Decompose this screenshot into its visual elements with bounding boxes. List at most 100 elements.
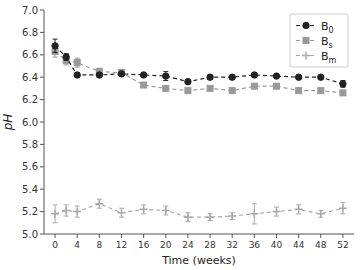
y-tick (40, 77, 44, 78)
error-bar (163, 86, 168, 90)
x-tick (342, 234, 343, 238)
y-tick-label: 6.2 (22, 94, 38, 105)
y-tick-label: 5.8 (22, 139, 38, 150)
y-tick-label: 7.0 (22, 5, 38, 16)
point (229, 88, 235, 94)
y-axis-label: pH (1, 114, 15, 132)
point (185, 78, 191, 84)
error-bar (75, 73, 80, 77)
point (62, 206, 70, 214)
x-tick-label: 12 (116, 240, 127, 250)
legend-label-main: B (321, 35, 329, 48)
legend-label-sub: s (329, 41, 333, 50)
x-tick-label: 16 (138, 240, 150, 250)
y-tick (40, 122, 44, 123)
x-axis (44, 234, 354, 235)
point (163, 73, 169, 79)
y-tick (40, 166, 44, 167)
error-bar (208, 86, 213, 90)
x-tick (143, 234, 144, 238)
x-tick (232, 234, 233, 238)
y-tick (40, 144, 44, 145)
y-tick-label: 6.4 (22, 72, 38, 83)
error-bar (141, 83, 146, 87)
x-tick-label: 48 (315, 240, 327, 250)
x-tick-label: 28 (204, 240, 216, 250)
point (207, 74, 213, 80)
series (51, 199, 347, 224)
error-bar (340, 91, 345, 95)
x-tick-label: 4 (74, 240, 80, 250)
x-tick-label: 36 (249, 240, 261, 250)
point (74, 60, 80, 66)
y-tick (40, 32, 44, 33)
error-bar (119, 69, 124, 76)
point (273, 208, 281, 216)
x-tick-label: 44 (293, 240, 305, 250)
y-tick (40, 189, 44, 190)
error-bar (274, 74, 279, 78)
point (162, 206, 170, 214)
error-bar (252, 84, 257, 88)
x-tick (298, 234, 299, 238)
point (340, 90, 346, 96)
y-tick-label: 5.4 (22, 184, 38, 195)
point (317, 210, 325, 218)
point (295, 74, 301, 80)
point (340, 81, 346, 87)
point (95, 200, 103, 208)
legend-label: B0 (321, 20, 334, 35)
point (251, 83, 257, 89)
legend-label: Bs (321, 35, 333, 50)
point (141, 82, 147, 88)
x-tick (210, 234, 211, 238)
x-tick-label: 0 (52, 240, 58, 250)
point (318, 88, 324, 94)
error-bar (163, 72, 168, 81)
point (52, 43, 58, 49)
point (228, 212, 236, 220)
chart: 5.05.25.45.65.86.06.26.46.66.87.00481216… (0, 0, 364, 270)
point (63, 54, 69, 60)
error-bar (185, 79, 190, 83)
error-bar (75, 58, 80, 67)
legend-marker (302, 52, 310, 60)
legend-label: Bm (321, 50, 337, 65)
point (229, 74, 235, 80)
x-tick (187, 234, 188, 238)
error-bar (318, 88, 323, 92)
point (251, 72, 257, 78)
point (140, 205, 148, 213)
error-bar (274, 84, 279, 88)
point (73, 208, 81, 216)
point (51, 210, 59, 218)
x-tick-label: 40 (271, 240, 283, 250)
legend-marker (303, 22, 309, 28)
series-line (55, 204, 343, 217)
y-tick-label: 5.2 (22, 206, 38, 217)
point (118, 71, 124, 77)
legend-label-main: B (321, 20, 329, 33)
point (184, 213, 192, 221)
error-bar (141, 73, 146, 77)
y-tick (40, 211, 44, 212)
error-bar (340, 81, 345, 88)
y-tick-label: 6.8 (22, 27, 38, 38)
point (140, 72, 146, 78)
error-bar (296, 75, 301, 79)
error-bar (296, 88, 301, 92)
error-bar (53, 39, 58, 52)
point (274, 83, 280, 89)
point (296, 88, 302, 94)
error-bar (318, 75, 323, 79)
error-bar (119, 72, 124, 76)
point (295, 205, 303, 213)
x-tick-label: 52 (337, 240, 348, 250)
x-tick (320, 234, 321, 238)
legend-box (290, 14, 348, 67)
y-tick-label: 5.6 (22, 161, 38, 172)
error-bar (64, 54, 69, 61)
y-tick (40, 234, 44, 235)
x-tick-label: 24 (182, 240, 194, 250)
x-tick-label: 32 (226, 240, 237, 250)
